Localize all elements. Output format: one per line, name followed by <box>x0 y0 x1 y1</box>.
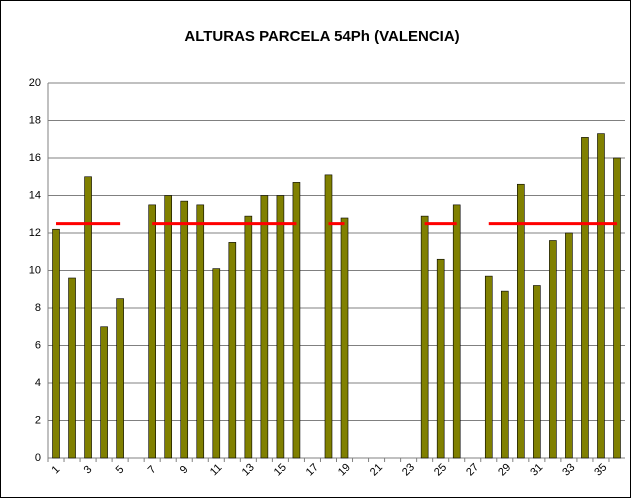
bar <box>533 285 541 459</box>
y-tick-label: 4 <box>35 377 41 389</box>
bar <box>340 217 349 459</box>
y-tick-label: 14 <box>29 189 41 201</box>
bar <box>613 157 621 459</box>
bar <box>597 133 605 459</box>
bar <box>549 240 557 459</box>
y-tick-label: 0 <box>35 452 41 464</box>
bar <box>244 215 253 459</box>
bar <box>148 204 156 459</box>
bar <box>180 200 189 459</box>
y-tick-label: 20 <box>29 77 41 89</box>
y-tick-label: 16 <box>29 152 41 164</box>
bar <box>196 204 205 459</box>
bar <box>581 137 589 459</box>
bar <box>212 268 221 459</box>
y-tick-label: 2 <box>35 414 41 426</box>
bar <box>452 204 461 459</box>
bar <box>517 183 525 459</box>
bar <box>260 195 269 459</box>
y-tick-label: 6 <box>35 339 41 351</box>
y-tick-label: 18 <box>29 114 41 126</box>
bar <box>100 326 108 459</box>
bar <box>500 290 509 459</box>
bar <box>228 242 237 459</box>
y-tick-label: 8 <box>35 302 41 314</box>
bar <box>52 228 60 459</box>
bar <box>420 215 429 459</box>
bar <box>68 277 76 459</box>
bar <box>276 195 285 459</box>
bar <box>324 174 333 459</box>
chart-title: ALTURAS PARCELA 54Ph (VALENCIA) <box>184 28 459 45</box>
bar <box>565 232 573 459</box>
y-tick-label: 10 <box>29 264 41 276</box>
bar <box>116 298 124 459</box>
y-tick-label: 12 <box>29 227 41 239</box>
bar <box>292 182 301 459</box>
bar <box>436 258 445 459</box>
bar <box>484 275 493 459</box>
bar <box>84 176 92 459</box>
bar <box>164 195 173 459</box>
